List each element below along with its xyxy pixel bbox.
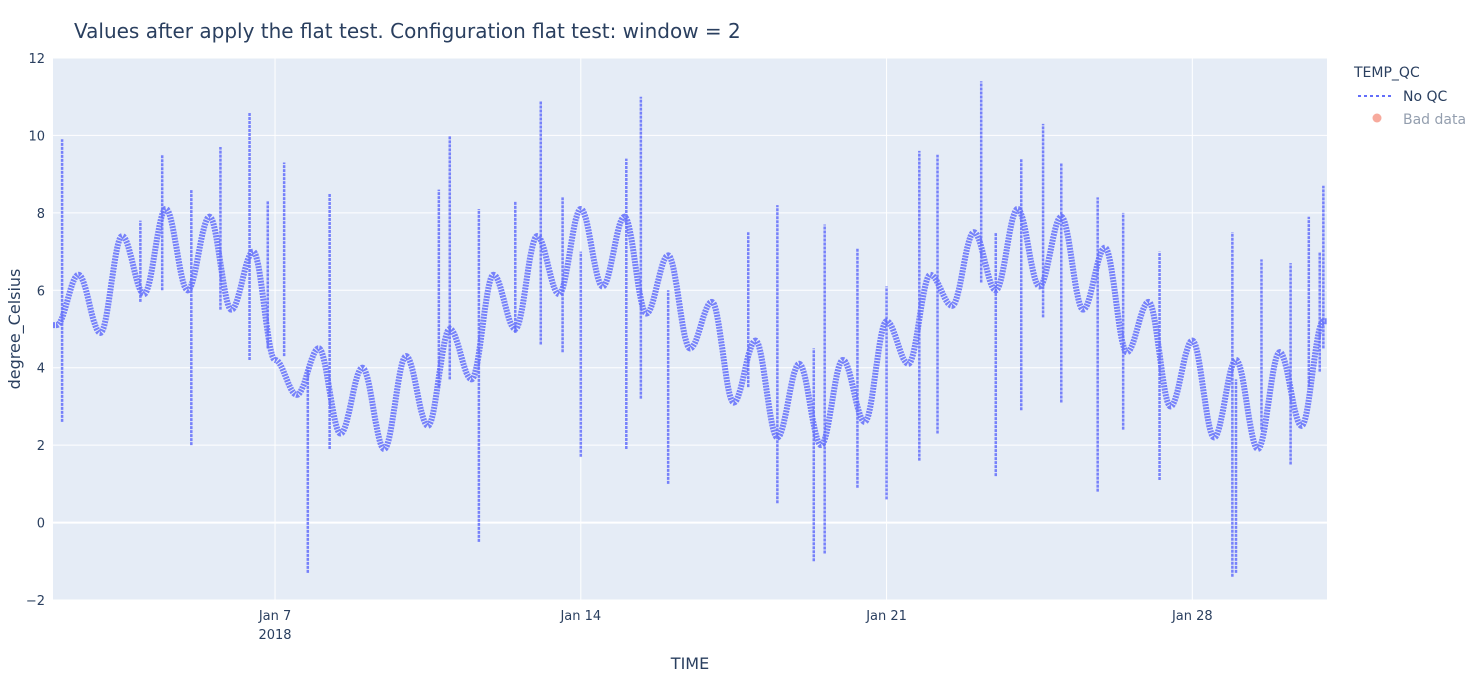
legend-title: TEMP_QC: [1353, 65, 1420, 81]
x-tick-label: Jan 21: [865, 609, 907, 624]
x-tick-labels: Jan 7 2018 Jan 14 Jan 21 Jan 28: [258, 609, 1213, 643]
y-tick-label: 10: [28, 129, 45, 144]
y-tick-label: 6: [37, 284, 45, 299]
y-tick-label: 4: [37, 362, 45, 377]
chart-title: Values after apply the flat test. Config…: [74, 19, 741, 43]
y-tick-labels: −2 0 2 4 6 8 10 12: [26, 52, 45, 609]
x-tick-label: Jan 14: [559, 609, 601, 624]
series-lines: [53, 205, 1327, 453]
series-spikes: [60, 81, 1325, 577]
y-tick-label: 0: [37, 517, 45, 532]
legend-item-bad-data[interactable]: Bad data: [1372, 112, 1465, 128]
series-line-no-qc[interactable]: [53, 205, 1327, 453]
y-tick-label: −2: [26, 594, 45, 609]
y-tick-label: 8: [37, 207, 45, 222]
x-axis-title: TIME: [670, 654, 709, 673]
x-tick-label: Jan 7: [258, 609, 291, 624]
x-tick-label: Jan 28: [1171, 609, 1213, 624]
legend-label: Bad data: [1403, 112, 1465, 128]
x-tick-sublabel: 2018: [258, 628, 291, 643]
y-axis-title: degree_Celsius: [5, 269, 25, 390]
legend-item-no-qc[interactable]: No QC: [1358, 89, 1448, 105]
legend: TEMP_QC No QC Bad data: [1353, 65, 1465, 128]
legend-circle-icon: [1372, 113, 1382, 123]
y-tick-label: 12: [28, 52, 45, 67]
y-gridlines: [53, 57, 1327, 601]
y-tick-label: 2: [37, 439, 45, 454]
legend-label: No QC: [1403, 89, 1448, 105]
